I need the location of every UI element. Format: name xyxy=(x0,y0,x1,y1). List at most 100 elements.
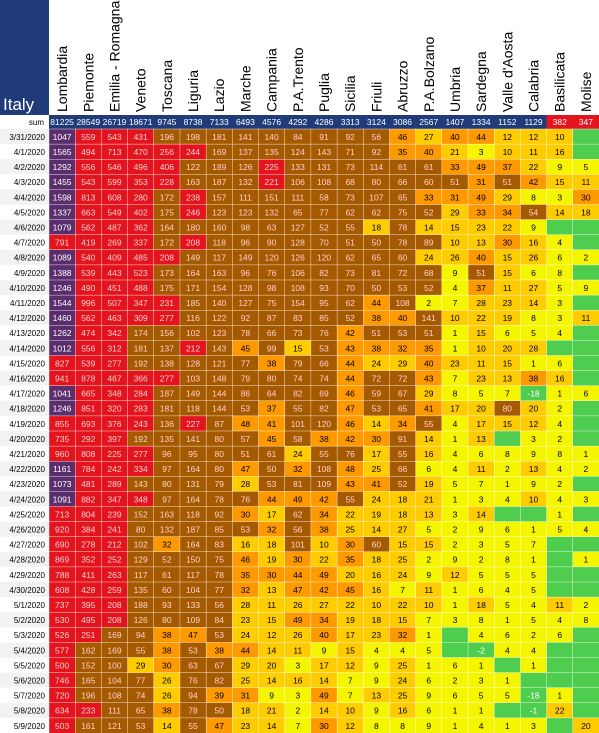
cell-value: 53 xyxy=(372,404,382,414)
cell-value: 21 xyxy=(424,494,434,504)
cell-value: 164 xyxy=(160,222,174,232)
cell-value: 126 xyxy=(291,253,305,263)
cell-value: 208 xyxy=(107,600,121,610)
heat-cell xyxy=(572,415,599,432)
heat-cell xyxy=(572,627,599,643)
cell-value: 1 xyxy=(479,706,484,716)
cell-value: 141 xyxy=(422,313,436,323)
date-label: 4/18/2020 xyxy=(9,405,45,414)
cell-value: 132 xyxy=(238,177,252,187)
heat-cell xyxy=(546,581,574,598)
sum-value: 1407 xyxy=(445,117,464,127)
cell-value: 34 xyxy=(319,509,329,519)
sum-label-cell xyxy=(0,115,49,129)
cell-value: 406 xyxy=(160,162,174,172)
date-cell xyxy=(0,385,49,401)
heat-cell xyxy=(572,340,599,356)
date-label: 4/2/2020 xyxy=(14,163,46,172)
date-cell xyxy=(0,702,49,718)
cell-value: 28 xyxy=(241,479,251,489)
cell-value: 152 xyxy=(81,660,95,670)
cell-value: 18 xyxy=(398,494,408,504)
cell-value: 123 xyxy=(212,328,226,338)
cell-value: 1455 xyxy=(53,177,72,187)
cell-value: 428 xyxy=(81,585,95,595)
cell-value: 32 xyxy=(398,630,408,640)
cell-value: 8 xyxy=(557,268,562,278)
sum-value: 1334 xyxy=(472,117,491,127)
heat-cell xyxy=(572,717,599,733)
cell-value: 8 xyxy=(557,449,562,459)
cell-value: 1041 xyxy=(53,389,72,399)
heat-cell xyxy=(494,657,521,674)
date-label: 4/9/2020 xyxy=(14,269,46,278)
sum-value: 347 xyxy=(579,117,593,127)
cell-value: 5 xyxy=(531,570,536,580)
cell-value: -1 xyxy=(530,706,538,716)
cell-value: 2 xyxy=(426,298,431,308)
cell-value: 1246 xyxy=(53,283,72,293)
cell-value: 30 xyxy=(581,192,591,202)
region-headers: Lombardia Piemonte Emilia - Romagna Veneto T… xyxy=(54,1,594,112)
date-cell xyxy=(0,189,49,205)
cell-value: 51 xyxy=(503,177,513,187)
cell-value: 1246 xyxy=(53,404,72,414)
date-label: 4/15/2020 xyxy=(9,359,45,368)
date-cell xyxy=(0,491,49,507)
cell-value: 2 xyxy=(453,524,458,534)
cell-value: 94 xyxy=(188,691,198,701)
cell-value: 3 xyxy=(584,494,589,504)
cell-value: 238 xyxy=(186,192,200,202)
cell-value: 5 xyxy=(505,570,510,580)
cell-value: 29 xyxy=(503,192,513,202)
cell-value: 11 xyxy=(267,600,276,610)
cell-value: 6 xyxy=(584,389,589,399)
cell-value: 241 xyxy=(107,524,121,534)
cell-value: -18 xyxy=(527,389,540,399)
cell-value: 116 xyxy=(186,313,200,323)
cell-value: 35 xyxy=(345,555,355,565)
cell-value: 114 xyxy=(370,162,384,172)
cell-value: 87 xyxy=(215,419,225,429)
cell-value: 44 xyxy=(267,494,277,504)
sum-value: 28549 xyxy=(76,117,100,127)
cell-value: 174 xyxy=(134,328,148,338)
cell-value: 20 xyxy=(529,404,539,414)
heat-cell xyxy=(572,581,599,598)
cell-value: 251 xyxy=(81,630,95,640)
cell-value: 81 xyxy=(293,479,303,489)
cell-value: 18 xyxy=(267,540,277,550)
cell-value: 208 xyxy=(186,238,200,248)
cell-value: 76 xyxy=(267,268,277,278)
cell-value: 51 xyxy=(424,328,434,338)
cell-value: 720 xyxy=(55,691,69,701)
cell-value: 53 xyxy=(319,343,329,353)
cell-value: 713 xyxy=(107,147,121,157)
cell-value: 59 xyxy=(372,389,382,399)
cell-value: 6 xyxy=(453,691,458,701)
cell-value: 5 xyxy=(557,283,562,293)
cell-value: 543 xyxy=(107,132,121,142)
cell-value: 111 xyxy=(108,706,121,716)
cell-value: 73 xyxy=(345,162,355,172)
cell-value: 337 xyxy=(134,238,148,248)
cell-value: 27 xyxy=(529,283,539,293)
cell-value: 1 xyxy=(453,494,458,504)
cell-value: 4 xyxy=(557,238,562,248)
cell-value: 80 xyxy=(372,177,382,187)
cell-value: 15 xyxy=(267,615,277,625)
cell-value: 7 xyxy=(348,691,353,701)
cell-value: 4 xyxy=(557,419,562,429)
cell-value: 149 xyxy=(186,253,200,263)
cell-value: 920 xyxy=(55,524,69,534)
cell-value: 3 xyxy=(479,147,484,157)
sum-cell xyxy=(310,115,338,129)
cell-value: 78 xyxy=(188,706,198,716)
cell-value: 22 xyxy=(345,600,355,610)
cell-value: 15 xyxy=(424,540,434,550)
cell-value: 196 xyxy=(81,691,95,701)
cell-value: 136 xyxy=(160,419,174,429)
cell-value: 16 xyxy=(372,585,382,595)
cell-value: 98 xyxy=(267,283,277,293)
date-cell xyxy=(0,431,49,447)
